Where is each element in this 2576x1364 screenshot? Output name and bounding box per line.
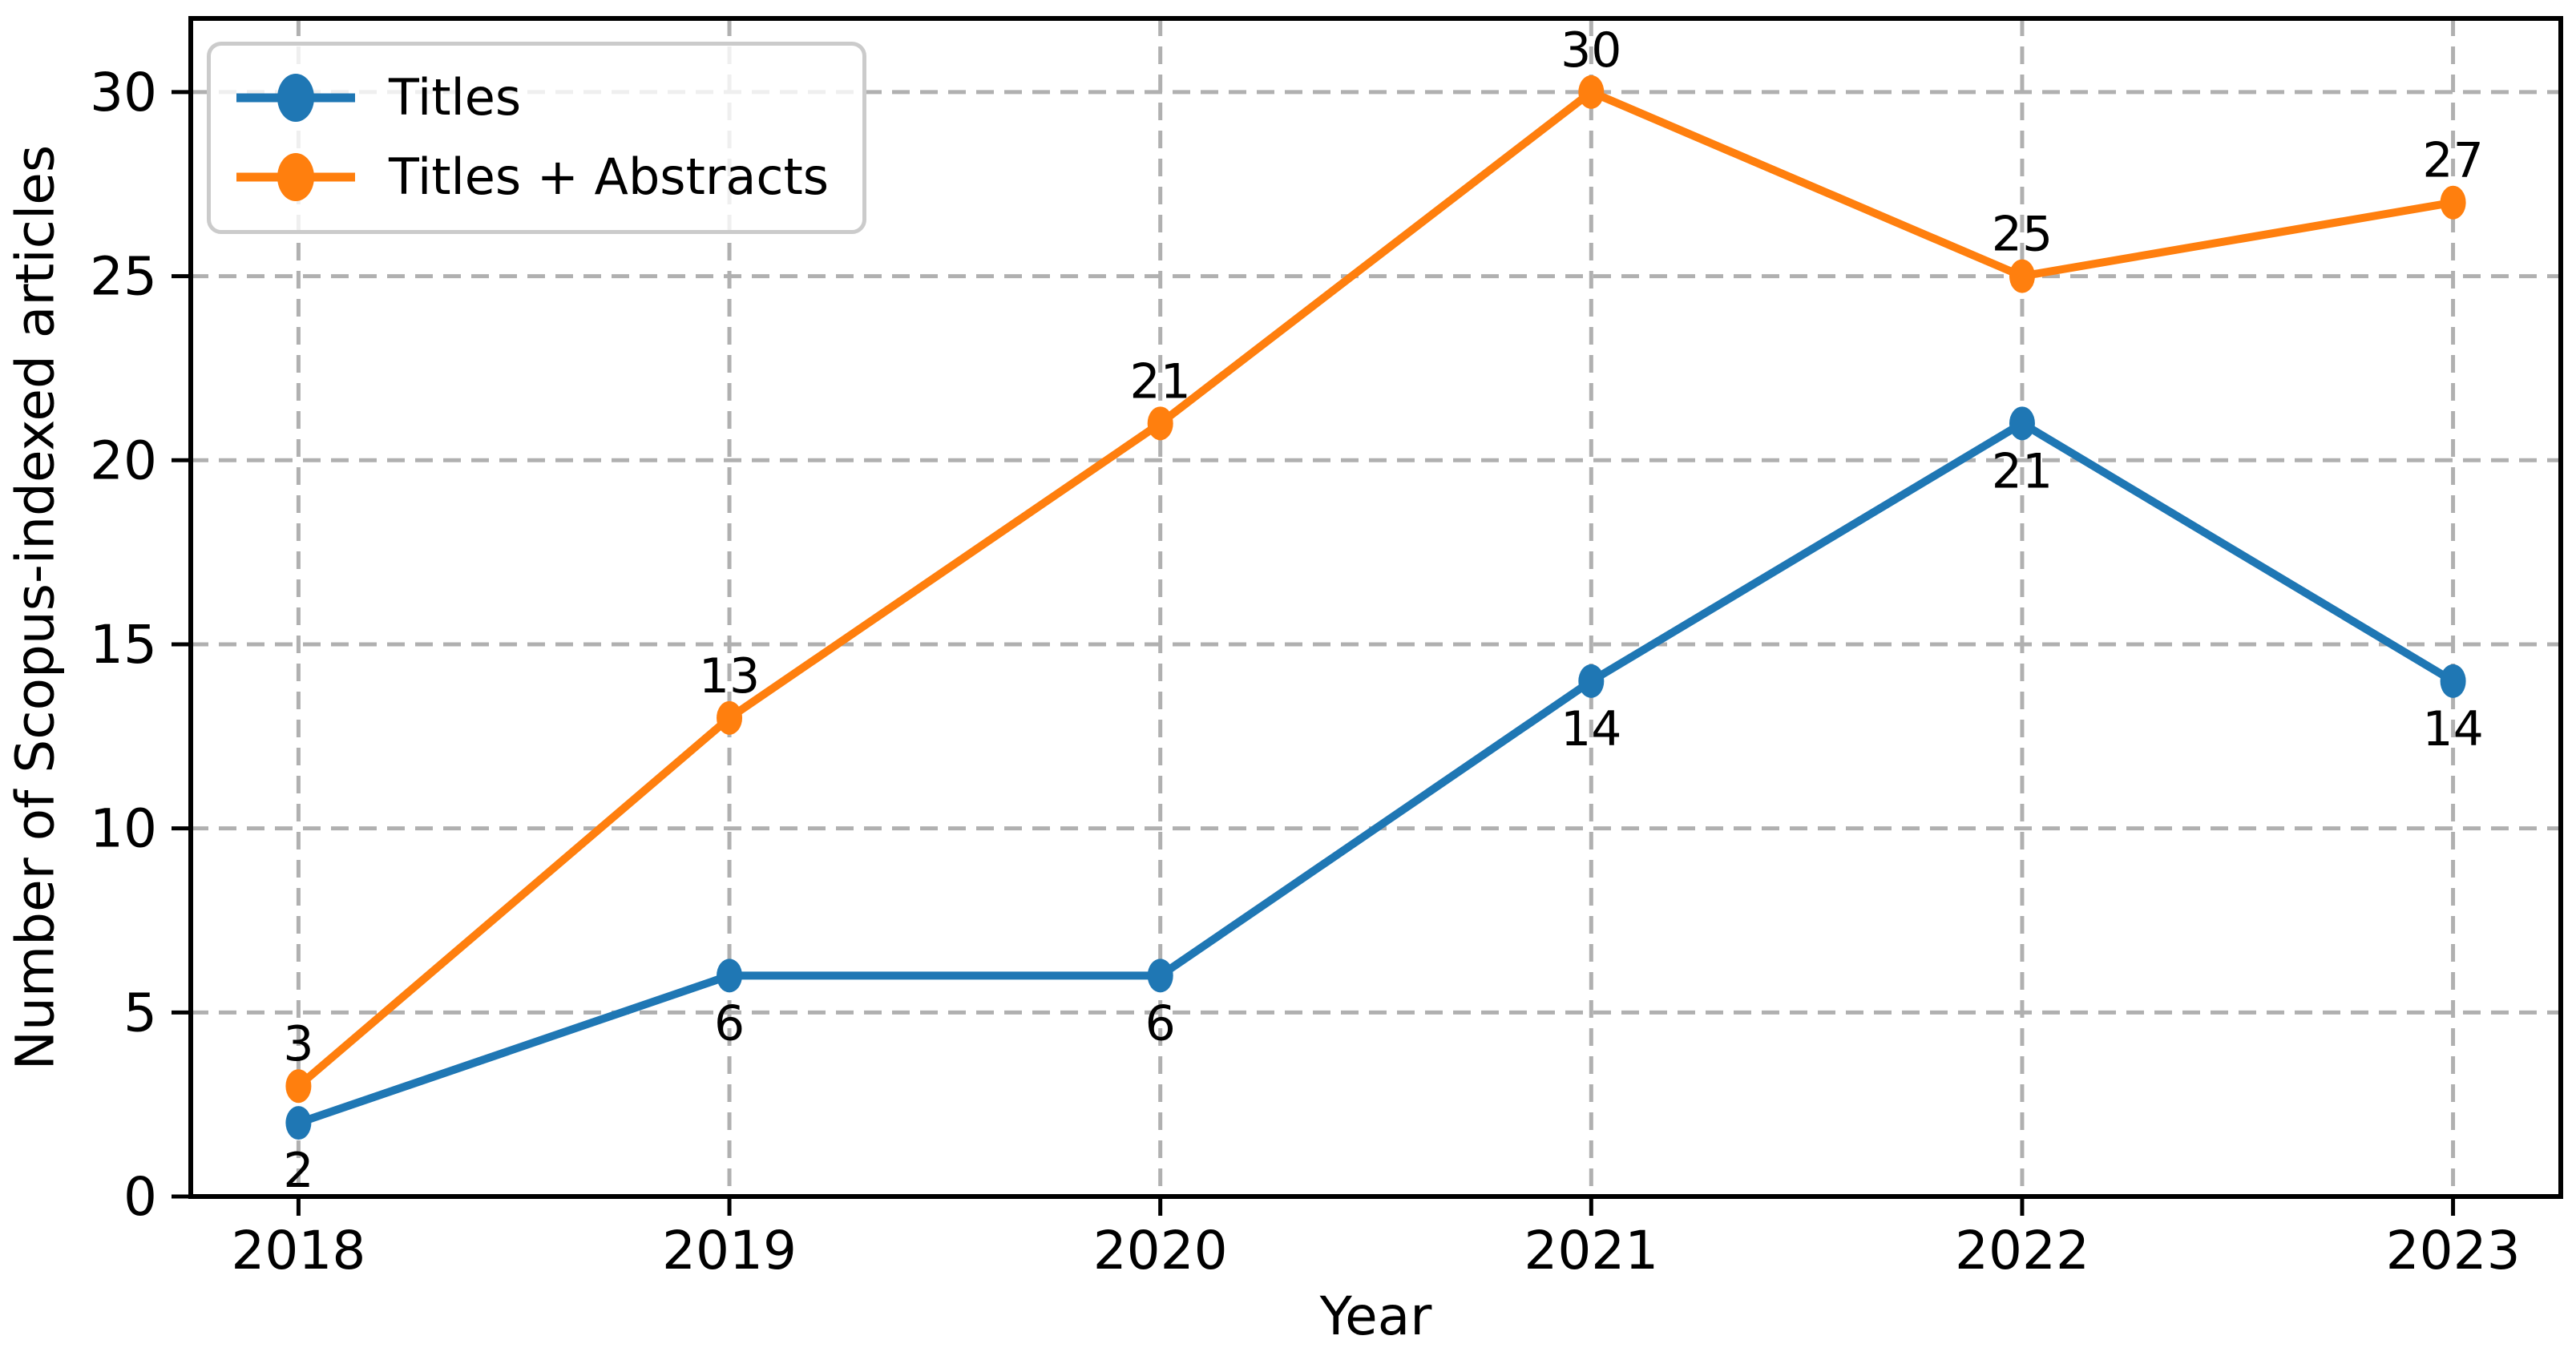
x-tick-label: 2018 (231, 1220, 365, 1281)
x-tick-label: 2023 (2386, 1220, 2521, 1281)
data-point-label: 3 (283, 1016, 313, 1072)
data-point-label: 25 (1992, 207, 2053, 263)
data-point-marker (1147, 406, 1173, 441)
data-point-marker (2009, 259, 2035, 293)
data-point-label: 21 (1992, 443, 2053, 499)
data-point-label: 27 (2422, 133, 2483, 189)
data-point-label: 13 (699, 648, 760, 704)
series-line-0 (294, 419, 2457, 1128)
data-point-marker (285, 1106, 312, 1140)
data-point-label: 21 (1130, 353, 1191, 410)
titles-line-marker-icon (236, 74, 355, 123)
y-tick-label: 10 (90, 798, 157, 860)
y-tick-label: 5 (123, 982, 157, 1043)
y-axis-label: Number of Scopus-indexed articles (4, 144, 67, 1071)
y-tick-label: 25 (90, 246, 157, 308)
legend-label-titles: Titles (389, 68, 522, 127)
data-point-marker (1578, 75, 1605, 109)
data-point-label: 6 (1145, 995, 1176, 1051)
x-tick-label: 2019 (662, 1220, 797, 1281)
data-point-marker (2009, 406, 2035, 441)
data-point-marker (2440, 664, 2466, 698)
y-tick-label: 20 (90, 430, 157, 491)
plot-border (188, 16, 2563, 1199)
y-tick-label: 15 (90, 614, 157, 676)
data-point-label: 2 (283, 1143, 313, 1199)
x-tick-label: 2022 (1955, 1220, 2089, 1281)
legend-item-titles-abstracts: Titles + Abstracts (232, 143, 829, 212)
titles-abstracts-line-marker-icon (236, 153, 355, 202)
data-point-marker (285, 1069, 312, 1104)
y-tick-label: 0 (123, 1166, 157, 1228)
x-tick-label: 2020 (1093, 1220, 1228, 1281)
data-point-marker (717, 700, 743, 735)
x-tick-label: 2021 (1524, 1220, 1658, 1281)
data-point-marker (2440, 185, 2466, 220)
series-line-1 (294, 87, 2457, 1091)
x-axis-label: Year (1319, 1285, 1432, 1347)
data-point-label: 14 (2422, 701, 2483, 757)
data-point-label: 14 (1561, 701, 1621, 757)
legend-label-titles-abstracts: Titles + Abstracts (389, 147, 830, 206)
y-tick-label: 30 (90, 62, 157, 123)
data-point-marker (1147, 958, 1173, 993)
data-point-label: 6 (714, 995, 745, 1051)
data-point-label: 30 (1561, 22, 1621, 79)
legend: Titles Titles + Abstracts (207, 42, 867, 234)
legend-item-titles: Titles (232, 63, 829, 133)
data-point-marker (1578, 664, 1605, 698)
data-point-marker (717, 958, 743, 993)
